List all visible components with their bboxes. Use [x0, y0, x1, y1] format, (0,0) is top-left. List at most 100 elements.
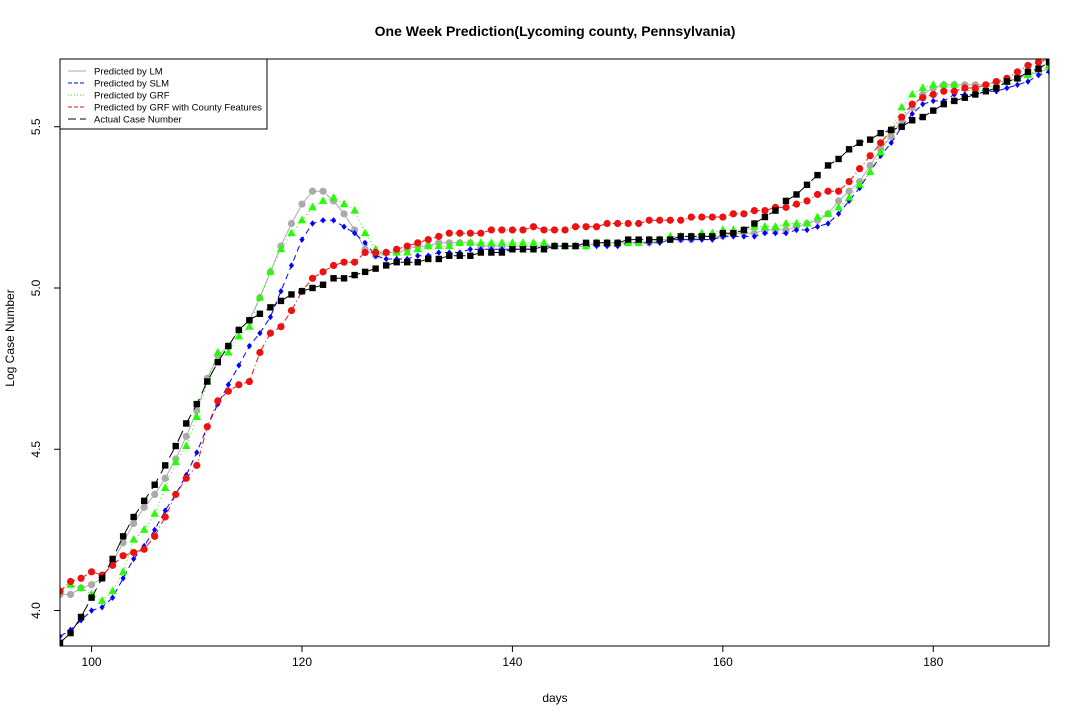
data-point-actual-case-number	[645, 236, 653, 243]
data-point-predicted-by-grf-with-county-features	[424, 236, 432, 244]
data-point-predicted-by-grf-with-county-features	[393, 245, 401, 253]
data-point-predicted-by-lm	[782, 226, 790, 234]
data-point-predicted-by-grf	[802, 218, 812, 227]
data-point-predicted-by-slm	[888, 139, 894, 147]
data-point-predicted-by-lm	[866, 161, 874, 170]
data-point-predicted-by-slm	[194, 449, 200, 456]
data-point-actual-case-number	[930, 107, 937, 114]
data-point-predicted-by-grf	[129, 534, 138, 543]
data-point-actual-case-number	[425, 255, 432, 263]
data-point-actual-case-number	[572, 242, 579, 250]
data-point-actual-case-number	[803, 181, 811, 188]
data-point-predicted-by-grf-with-county-features	[60, 587, 64, 595]
data-point-predicted-by-grf-with-county-features	[172, 490, 180, 499]
data-point-predicted-by-slm	[341, 223, 347, 230]
data-point-actual-case-number	[88, 594, 95, 601]
data-point-predicted-by-grf-with-county-features	[803, 197, 811, 205]
data-point-predicted-by-slm	[88, 607, 95, 614]
legend-label: Predicted by SLM	[94, 79, 169, 90]
data-point-predicted-by-grf-with-county-features	[235, 381, 243, 389]
data-point-predicted-by-lm	[319, 187, 327, 195]
data-point-predicted-by-grf-with-county-features	[761, 206, 769, 215]
data-point-predicted-by-slm	[825, 220, 831, 227]
data-point-predicted-by-grf	[865, 167, 875, 175]
data-point-predicted-by-slm	[120, 575, 126, 582]
data-point-predicted-by-grf	[150, 509, 159, 517]
data-point-predicted-by-grf	[445, 241, 454, 250]
data-point-predicted-by-grf-with-county-features	[919, 94, 927, 102]
x-tick-label: 140	[502, 655, 522, 669]
data-point-predicted-by-slm	[131, 555, 137, 563]
data-point-predicted-by-grf	[466, 238, 475, 246]
data-point-predicted-by-grf	[939, 80, 948, 88]
data-point-predicted-by-slm	[783, 229, 789, 237]
data-point-actual-case-number	[119, 533, 127, 540]
data-point-actual-case-number	[246, 317, 253, 324]
data-point-predicted-by-grf-with-county-features	[603, 219, 611, 228]
data-point-predicted-by-lm	[340, 210, 348, 218]
data-point-predicted-by-grf-with-county-features	[224, 387, 232, 395]
data-point-actual-case-number	[183, 420, 190, 427]
data-point-predicted-by-grf-with-county-features	[182, 474, 190, 482]
data-point-predicted-by-grf-with-county-features	[193, 461, 201, 469]
legend-item: Predicted by GRF with County Features	[68, 103, 262, 114]
x-tick-label: 120	[292, 655, 312, 669]
data-point-predicted-by-slm	[688, 236, 694, 243]
data-point-actual-case-number	[951, 97, 958, 105]
data-point-actual-case-number	[267, 304, 274, 311]
data-point-predicted-by-slm	[835, 210, 842, 218]
legend-box	[59, 58, 268, 130]
data-point-predicted-by-grf	[424, 241, 433, 250]
data-point-predicted-by-grf	[350, 205, 359, 214]
data-point-predicted-by-grf-with-county-features	[656, 216, 664, 224]
data-point-predicted-by-grf-with-county-features	[382, 248, 390, 257]
x-tick-label: 180	[923, 655, 943, 669]
data-point-predicted-by-grf-with-county-features	[982, 81, 990, 89]
data-point-actual-case-number	[740, 226, 748, 234]
data-point-predicted-by-grf-with-county-features	[561, 226, 569, 234]
data-point-predicted-by-grf-with-county-features	[866, 152, 874, 160]
data-point-actual-case-number	[98, 575, 106, 582]
data-point-predicted-by-grf	[876, 147, 885, 156]
data-point-predicted-by-lm	[182, 432, 190, 440]
data-point-actual-case-number	[519, 246, 527, 253]
data-point-predicted-by-slm	[110, 594, 116, 601]
data-point-predicted-by-grf	[823, 209, 833, 217]
data-point-predicted-by-grf-with-county-features	[487, 226, 495, 234]
data-point-actual-case-number	[730, 229, 737, 237]
data-point-actual-case-number	[772, 207, 779, 214]
data-point-predicted-by-grf-with-county-features	[898, 113, 906, 121]
plot-area	[60, 59, 1049, 646]
data-point-predicted-by-slm	[436, 249, 442, 256]
data-point-predicted-by-grf	[518, 238, 528, 246]
data-point-predicted-by-grf-with-county-features	[614, 219, 622, 228]
data-point-predicted-by-grf-with-county-features	[161, 513, 169, 521]
data-point-predicted-by-grf-with-county-features	[329, 261, 338, 270]
data-point-actual-case-number	[361, 268, 369, 276]
data-point-predicted-by-grf-with-county-features	[119, 552, 127, 560]
data-point-predicted-by-grf	[487, 238, 496, 246]
data-point-predicted-by-slm	[267, 313, 274, 321]
data-point-predicted-by-grf-with-county-features	[414, 239, 422, 247]
data-point-actual-case-number	[414, 258, 421, 266]
data-point-actual-case-number	[709, 233, 716, 240]
data-point-actual-case-number	[614, 239, 621, 247]
data-point-actual-case-number	[814, 171, 821, 179]
data-point-predicted-by-slm	[699, 236, 705, 243]
data-point-predicted-by-grf-with-county-features	[435, 232, 443, 240]
data-point-actual-case-number	[582, 239, 590, 247]
data-point-predicted-by-slm	[762, 229, 768, 237]
data-point-actual-case-number	[172, 442, 179, 450]
data-point-predicted-by-slm	[299, 236, 305, 243]
data-point-predicted-by-grf-with-county-features	[1024, 61, 1032, 70]
data-point-actual-case-number	[498, 249, 506, 256]
data-point-predicted-by-grf-with-county-features	[477, 229, 485, 237]
data-point-predicted-by-slm	[236, 362, 242, 369]
data-point-actual-case-number	[330, 275, 337, 282]
data-point-actual-case-number	[456, 252, 464, 259]
data-point-actual-case-number	[887, 126, 895, 134]
x-tick-label: 100	[82, 655, 102, 669]
data-point-predicted-by-grf-with-county-features	[992, 77, 1000, 86]
data-point-actual-case-number	[404, 258, 411, 266]
